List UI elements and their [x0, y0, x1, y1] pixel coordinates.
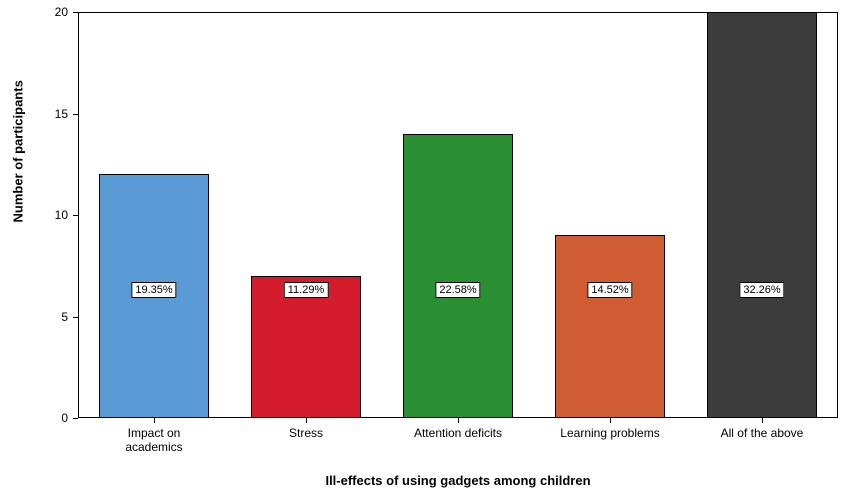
x-tick-label: Stress: [233, 426, 379, 440]
x-tick-mark: [458, 418, 459, 423]
y-tick-mark: [73, 114, 78, 115]
bar-percent-label: 11.29%: [284, 282, 329, 298]
x-tick-mark: [154, 418, 155, 423]
bar-chart: Number of participants Ill-effects of us…: [0, 0, 854, 504]
x-tick-label: Impact onacademics: [81, 426, 227, 455]
x-tick-label: Learning problems: [537, 426, 683, 440]
bar: [403, 134, 512, 418]
y-tick-label: 15: [0, 107, 68, 121]
x-tick-mark: [610, 418, 611, 423]
bar-percent-label: 14.52%: [587, 282, 632, 298]
bar-percent-label: 22.58%: [435, 282, 480, 298]
y-tick-label: 0: [0, 411, 68, 425]
y-tick-mark: [73, 317, 78, 318]
bar-percent-label: 19.35%: [131, 282, 176, 298]
y-tick-mark: [73, 215, 78, 216]
bar-percent-label: 32.26%: [739, 282, 784, 298]
y-tick-mark: [73, 418, 78, 419]
x-tick-mark: [306, 418, 307, 423]
x-tick-mark: [762, 418, 763, 423]
bar: [555, 235, 664, 418]
x-axis-label: Ill-effects of using gadgets among child…: [78, 473, 838, 488]
x-tick-label: Attention deficits: [385, 426, 531, 440]
bar: [707, 12, 816, 418]
y-tick-label: 10: [0, 208, 68, 222]
y-tick-mark: [73, 12, 78, 13]
x-tick-label: All of the above: [689, 426, 835, 440]
y-tick-label: 5: [0, 310, 68, 324]
y-tick-label: 20: [0, 5, 68, 19]
